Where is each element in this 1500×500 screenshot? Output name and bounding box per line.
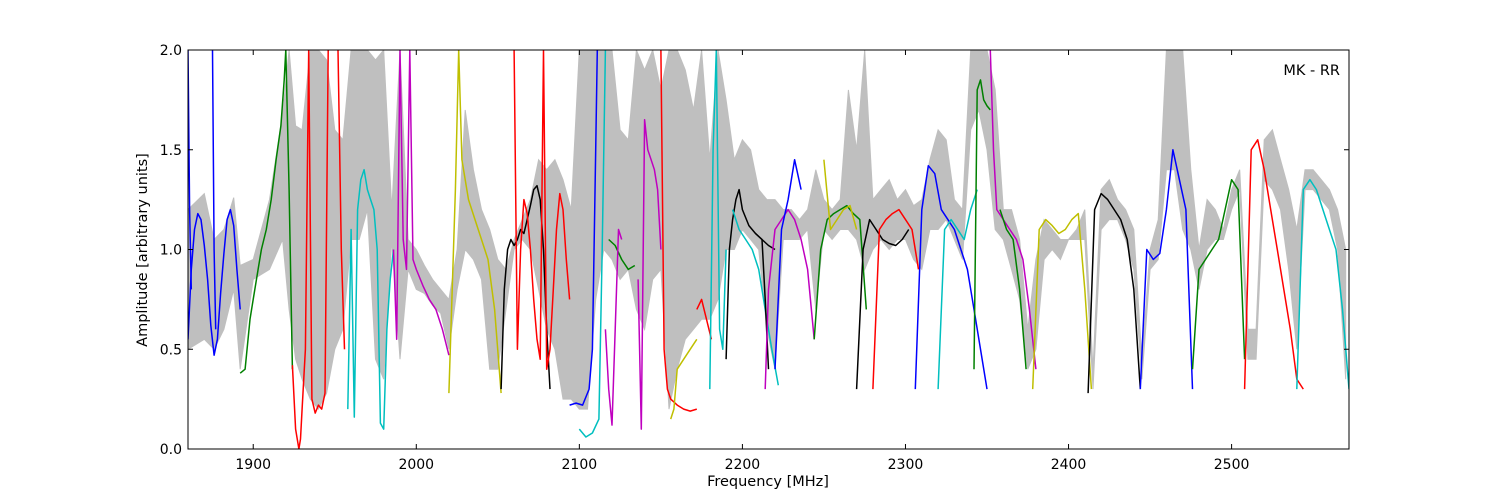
series-line-40 (1296, 178, 1349, 390)
series-line-4 (291, 50, 329, 449)
series-line-25 (813, 204, 868, 340)
series-line-29 (914, 164, 962, 390)
x-tick-label: 2300 (888, 457, 924, 473)
envelope-band (188, 50, 1347, 411)
y-axis: 0.0 0.5 1.0 1.5 2.0 (160, 43, 1349, 458)
y-tick-label: 1.5 (160, 143, 182, 159)
series-line-15 (637, 119, 662, 430)
series-line-13 (608, 238, 636, 271)
series-line-17 (669, 338, 698, 420)
series-line-11 (569, 50, 599, 406)
series-line-24 (774, 158, 802, 370)
series-line-37 (1139, 149, 1194, 390)
series-line-33 (989, 50, 1037, 370)
series-line-20 (725, 188, 776, 360)
y-tick-label: 1.0 (160, 243, 182, 259)
x-tick-label: 2200 (725, 457, 761, 473)
series-layer (188, 50, 1349, 449)
series-line-12 (578, 50, 607, 438)
series-line-3 (239, 50, 294, 374)
series-line-2 (211, 50, 217, 330)
series-line-10 (513, 50, 571, 370)
series-line-26 (823, 159, 858, 231)
x-tick-label: 2100 (562, 457, 598, 473)
series-line-7 (392, 50, 450, 356)
series-line-28 (872, 208, 920, 390)
x-axis: 1900 2000 2100 2200 2300 2400 2500 (235, 50, 1249, 473)
x-tick-label: 2400 (1051, 457, 1087, 473)
series-line-1 (188, 50, 193, 290)
series-line-23 (764, 208, 815, 390)
annotation-label: MK - RR (1283, 63, 1340, 79)
series-line-0 (188, 208, 241, 356)
series-line-35 (1031, 212, 1093, 390)
x-tick-label: 1900 (235, 457, 271, 473)
series-line-38 (1191, 178, 1246, 370)
x-axis-label: Frequency [MHz] (707, 474, 829, 490)
series-line-30 (937, 189, 978, 390)
series-line-19 (709, 50, 727, 390)
x-tick-label: 2500 (1214, 457, 1250, 473)
x-tick-label: 2000 (398, 457, 434, 473)
series-line-14 (604, 228, 623, 426)
series-line-39 (1243, 139, 1304, 390)
series-line-27 (855, 218, 910, 390)
series-line-32 (973, 79, 991, 370)
series-line-5 (337, 50, 346, 350)
envelope-area (188, 50, 1347, 411)
series-line-6 (347, 168, 395, 430)
series-line-21 (731, 209, 780, 386)
y-tick-label: 0.0 (160, 442, 182, 458)
y-tick-label: 0.5 (160, 342, 182, 358)
series-line-8 (448, 50, 502, 394)
y-tick-label: 2.0 (160, 43, 182, 59)
series-line-36 (1087, 192, 1142, 394)
y-axis-label: Amplitude [arbitrary units] (135, 153, 151, 347)
series-line-34 (999, 209, 1027, 370)
series-line-18 (696, 298, 713, 340)
